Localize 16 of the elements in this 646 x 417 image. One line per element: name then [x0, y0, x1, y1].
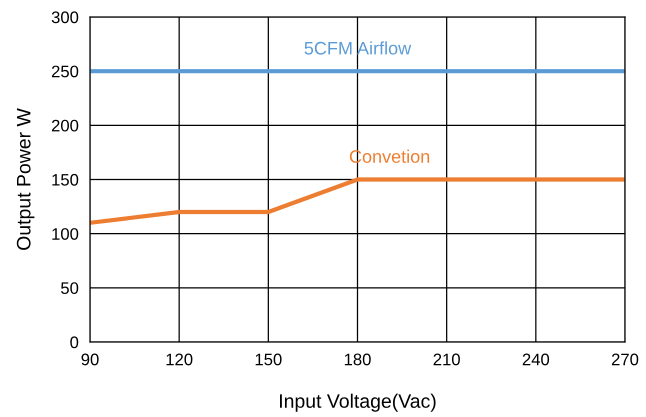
y-tick-label: 100 [52, 228, 78, 240]
y-tick-label: 300 [52, 11, 78, 24]
y-tick-label: 50 [61, 282, 78, 294]
y-tick-label: 150 [52, 174, 78, 186]
y-tick-label: 0 [70, 336, 78, 348]
x-tick-label: 240 [522, 354, 550, 366]
x-axis-title: Input Voltage(Vac) [280, 394, 436, 412]
x-tick-label: 270 [612, 354, 638, 366]
x-tick-label: 210 [434, 354, 460, 366]
y-axis-title: Output Power W [16, 108, 34, 250]
x-tick-label: 150 [256, 354, 282, 366]
x-tick-label: 180 [344, 354, 371, 366]
x-tick-label: 120 [166, 354, 192, 366]
y-tick-label: 200 [52, 120, 78, 132]
y-tick-label: 250 [52, 66, 78, 78]
x-tick-label: 90 [82, 354, 99, 366]
